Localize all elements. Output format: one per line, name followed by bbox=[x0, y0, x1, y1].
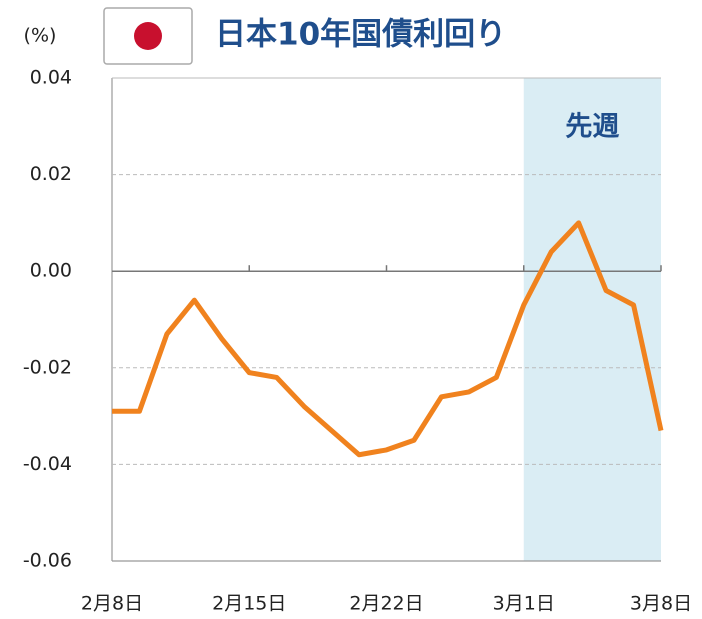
line-series bbox=[112, 220, 664, 458]
y-tick-label: 0.02 bbox=[30, 163, 72, 185]
y-tick-label: -0.06 bbox=[23, 550, 72, 572]
x-tick-label: 3月8日 bbox=[630, 593, 692, 615]
highlight-label: 先週 bbox=[565, 112, 619, 143]
flag-disc bbox=[134, 22, 162, 50]
y-tick-label: -0.04 bbox=[23, 453, 72, 475]
x-tick-label: 2月15日 bbox=[212, 593, 286, 615]
y-tick-label: -0.02 bbox=[23, 356, 72, 378]
x-tick-label: 2月22日 bbox=[349, 593, 423, 615]
chart-title: 日本10年国債利回り bbox=[215, 17, 506, 53]
y-tick-label: 0.00 bbox=[30, 260, 72, 282]
highlight-band bbox=[523, 78, 661, 561]
x-tick-label: 3月1日 bbox=[493, 593, 555, 615]
x-tick-label: 2月8日 bbox=[81, 593, 143, 615]
y-tick-label: 0.04 bbox=[30, 67, 72, 89]
y-unit: (%) bbox=[24, 25, 57, 47]
